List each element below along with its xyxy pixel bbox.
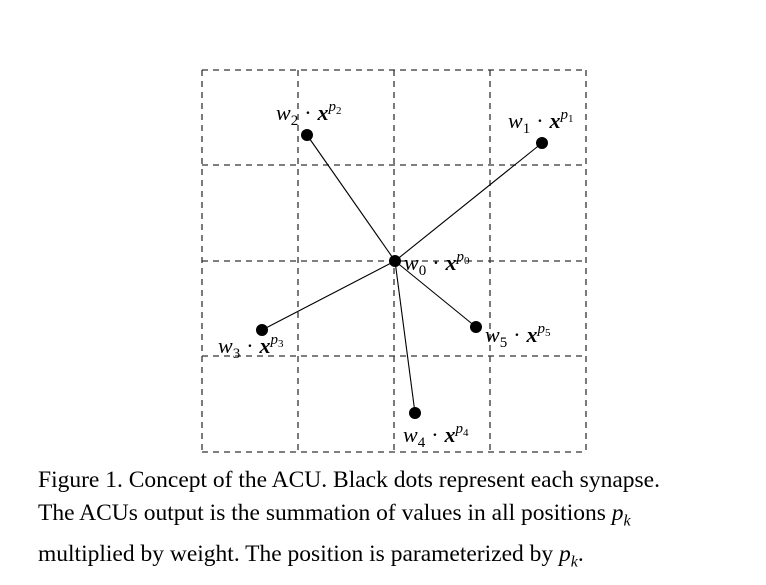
connector-p0-p3 [261, 260, 396, 331]
caption-line-2: The ACUs output is the summation of valu… [38, 500, 612, 526]
label-p4: w4 · xp4 [403, 421, 469, 451]
caption-math-pk: p [559, 540, 571, 567]
acu-concept-figure: w0 · xp0 w1 · xp1 w2 · xp2 w3 · xp3 w4 · xp4 w5 · xp… [201, 69, 587, 453]
caption-math-pk-sub: k [623, 512, 631, 530]
figure-caption: Figure 1. Concept of the ACU. Black dots… [38, 464, 754, 578]
connector-p0-p5 [394, 260, 477, 328]
label-p2: w2 · xp2 [276, 99, 342, 129]
label-p5: w5 · xp5 [485, 321, 551, 351]
caption-line-3: multiplied by weight. The position is pa… [38, 540, 560, 567]
synapse-labels: w0 · xp0 w1 · xp1 w2 · xp2 w3 · xp3 w4 · xp4 w5 · xp… [218, 99, 574, 451]
connector-p0-p4 [394, 260, 416, 414]
caption-math-pk-sub: k [570, 553, 578, 571]
label-p3: w3 · xp3 [218, 332, 284, 362]
synapse-dot-p3 [256, 324, 268, 336]
caption-line-1: Figure 1. Concept of the ACU. Black dots… [38, 467, 660, 493]
synapse-dot-p1 [536, 137, 548, 149]
synapse-dot-p5 [470, 321, 482, 333]
synapse-dot-p0 [389, 255, 401, 267]
synapse-dot-p2 [301, 129, 313, 141]
synapse-dots [256, 129, 548, 419]
connector-p0-p1 [394, 142, 543, 262]
caption-line-3-end: . [577, 540, 584, 567]
label-p1: w1 · xp1 [508, 107, 574, 137]
caption-math-pk: p [611, 500, 624, 526]
synapse-connectors [261, 134, 543, 414]
synapse-dot-p4 [409, 407, 421, 419]
connector-p0-p2 [306, 134, 396, 262]
label-p0: w0 · xp0 [404, 249, 470, 279]
